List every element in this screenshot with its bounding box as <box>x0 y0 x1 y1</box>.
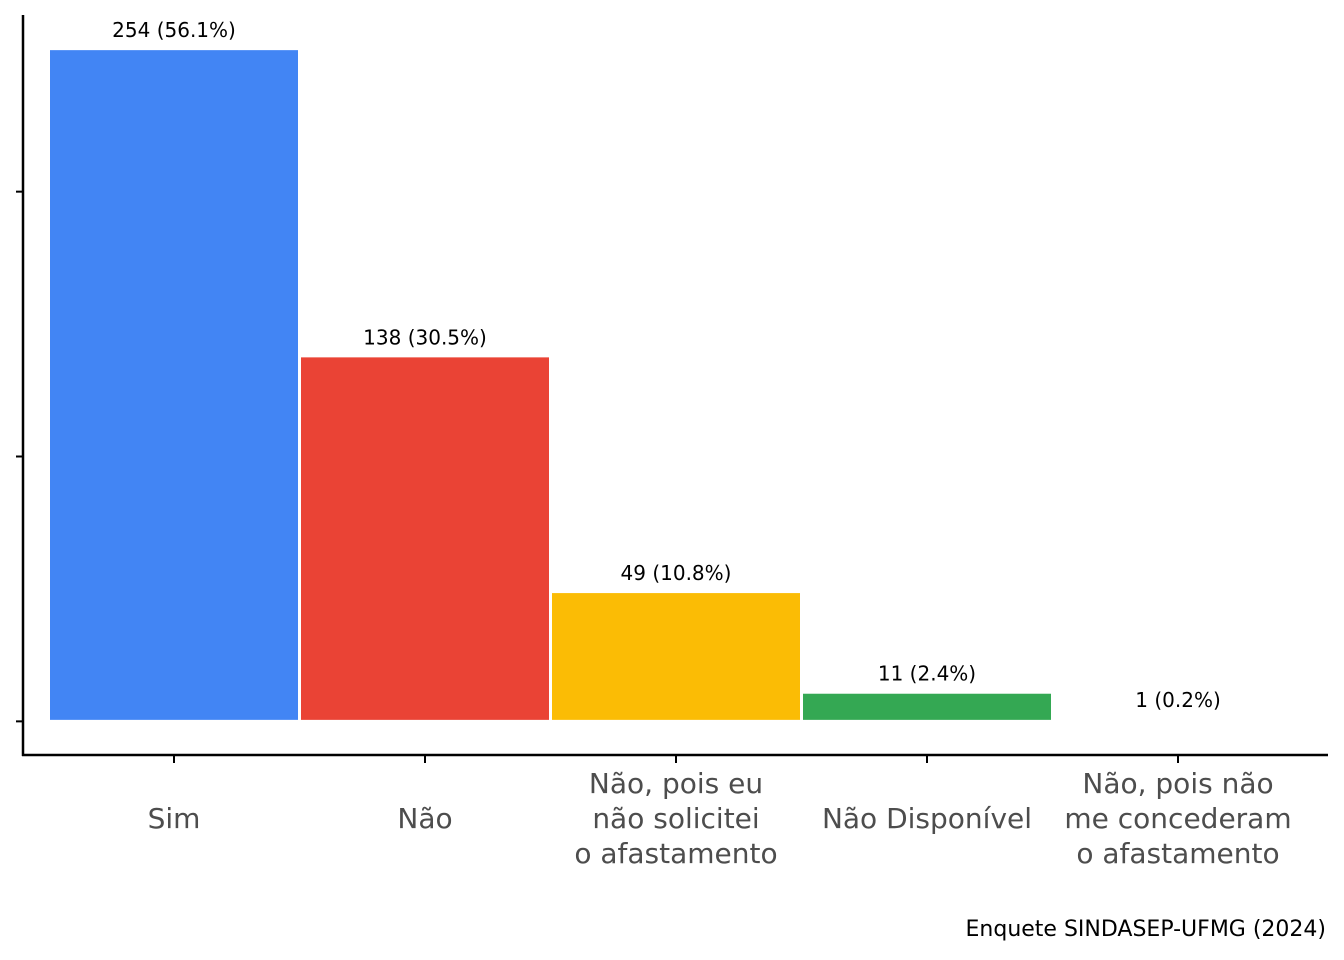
caption: Enquete SINDASEP-UFMG (2024) <box>966 917 1326 942</box>
x-tick-label: Sim <box>148 802 201 835</box>
x-tick-label: Não <box>397 802 452 835</box>
bar <box>549 590 803 723</box>
bar <box>1051 717 1305 723</box>
x-tick-label: Não, pois não me concederam o afastamento <box>1064 767 1291 870</box>
bar <box>800 690 1054 723</box>
value-label: 11 (2.4%) <box>878 662 976 686</box>
value-label: 138 (30.5%) <box>363 325 487 349</box>
bar <box>298 354 552 723</box>
value-label: 254 (56.1%) <box>112 18 236 42</box>
value-label: 1 (0.2%) <box>1135 688 1221 712</box>
x-tick-label: Não Disponível <box>822 802 1032 835</box>
value-label: 49 (10.8%) <box>621 561 732 585</box>
x-tick-label: Não, pois eu não solicitei o afastamento <box>574 767 777 870</box>
bar <box>47 47 301 723</box>
